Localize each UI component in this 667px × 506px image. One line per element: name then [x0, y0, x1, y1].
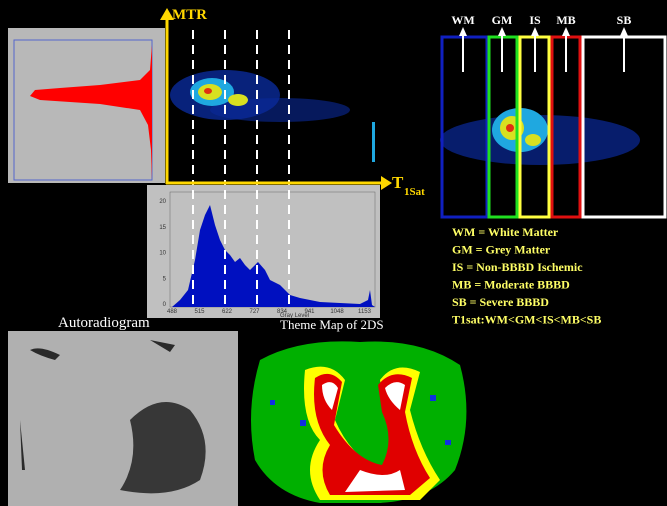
legend-entry: SB = Severe BBBD	[452, 295, 549, 309]
region-label: SB	[617, 13, 632, 27]
region-label: GM	[492, 13, 513, 27]
histogram-y-tick: 15	[159, 225, 166, 231]
histogram-x-tick: 727	[249, 309, 260, 315]
theme-map-title: Theme Map of 2DS	[280, 317, 384, 332]
x-axis-label: T	[392, 173, 404, 192]
histogram-y-tick: 20	[159, 199, 166, 205]
legend-entry: WM = White Matter	[452, 225, 559, 239]
region-label: MB	[556, 13, 575, 27]
autoradiogram-image	[8, 331, 238, 506]
legend-entry: GM = Grey Matter	[452, 243, 551, 257]
region-label: IS	[529, 13, 541, 27]
legend-entry: IS = Non-BBBD Ischemic	[452, 260, 583, 274]
histogram-x-tick: 1048	[330, 309, 344, 315]
x-axis-subscript: 1Sat	[404, 186, 425, 198]
figure: 4885156227278349411048115320151050 Gray …	[0, 0, 667, 506]
histogram-x-tick: 1153	[358, 309, 372, 315]
legend-entry: T1sat:WM<GM<IS<MB<SB	[452, 313, 601, 327]
legend-entry: MB = Moderate BBBD	[452, 278, 570, 292]
autoradiogram-title: Autoradiogram	[58, 315, 150, 331]
histogram-y-tick: 10	[159, 251, 166, 257]
y-axis-label: MTR	[172, 7, 207, 23]
histogram-x-tick: 488	[167, 309, 178, 315]
region-label: WM	[451, 13, 474, 27]
histogram-x-tick: 515	[194, 309, 205, 315]
histogram-x-tick: 622	[222, 309, 233, 315]
